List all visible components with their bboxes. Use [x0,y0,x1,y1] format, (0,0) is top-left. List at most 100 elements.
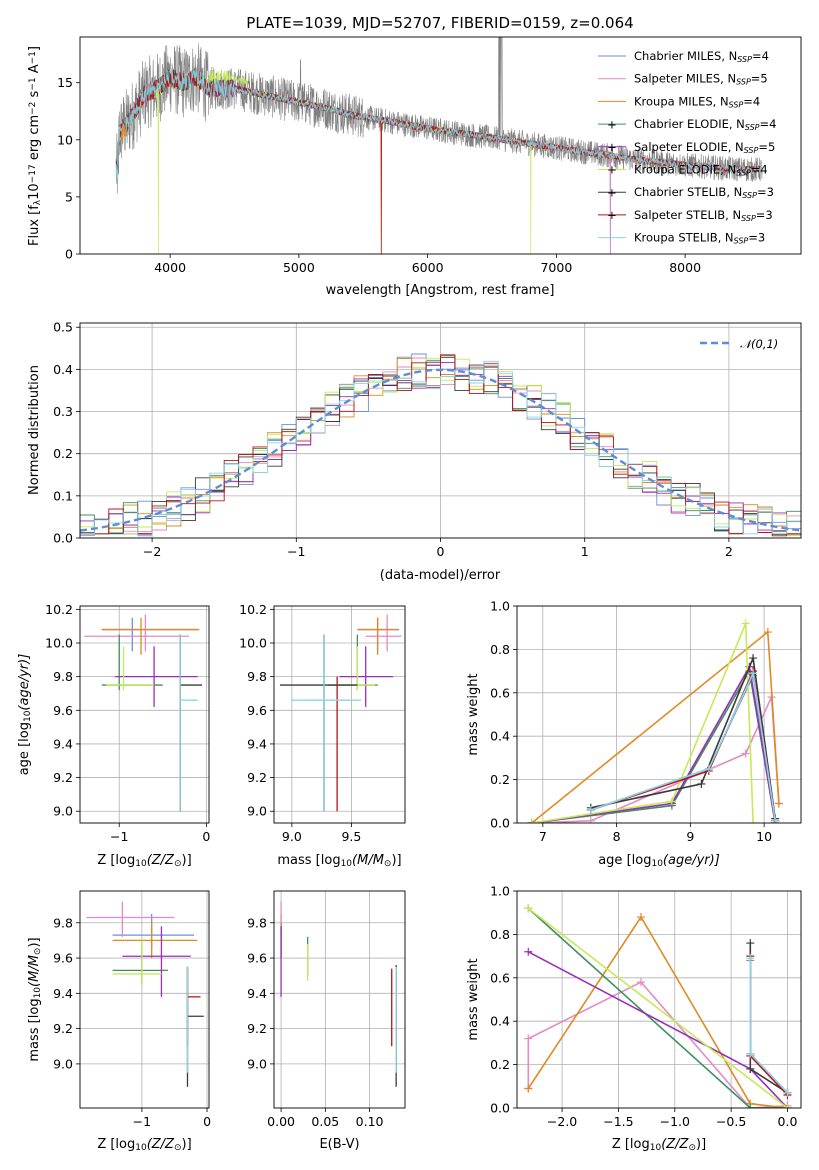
residuals-legend: 𝒩(0,1) [700,337,778,351]
series-marker [524,1084,533,1093]
weight-vs-age-series-kroupa_miles [527,628,783,823]
age-vs-mass-ytick-label: 9.4 [247,736,267,751]
legend-marker: + [607,208,617,222]
age-vs-Z-ylabel: age [log10(age/yr)] [17,654,33,776]
legend-label: Salpeter STELIB, NSSP=3 [634,208,773,223]
series-line [590,655,776,819]
mass-vs-Z-ytick-label: 9.4 [53,986,73,1001]
age-vs-mass-ytick-label: 10.2 [239,602,267,617]
legend-marker: + [607,117,617,131]
age-vs-mass-point-kroupa_miles [357,617,397,655]
mass-vs-Z-point-kroupa_elodie [112,940,162,985]
mass-vs-Z-frame [79,890,210,1109]
mass-vs-Z-ytick-label: 9.0 [53,1056,73,1071]
residuals-ytick-label: 0.1 [53,488,73,503]
mass-vs-Z-point-chabrier_miles [112,913,195,950]
mass-vs-EBV-plot-area [274,891,405,1108]
series-line [531,623,754,823]
weight-vs-age-xtick-label: 7 [539,829,547,844]
series-marker [527,819,536,823]
spectrum-xtick-label: 8000 [669,260,701,275]
legend-label: Salpeter ELODIE, NSSP=5 [634,140,775,155]
panel-mass-vs-EBV: 0.00 0.05 0.10 9.0 9.2 9.4 9.6 9.8 E(B-V) [247,890,406,1152]
mass-vs-Z-xtick-label: 0 [203,1114,211,1129]
age-vs-Z-ytick-label: 9.6 [53,703,73,718]
weight-vs-age-series-chabrier_elodie [527,667,780,823]
legend-label: Salpeter MILES, NSSP=5 [634,72,768,87]
age-vs-mass-ytick-label: 9.2 [247,770,267,785]
weight-vs-age-ytick-label: 0.2 [490,772,510,787]
residuals-xtick-label: −1 [287,544,305,559]
series-marker [746,1064,755,1073]
age-vs-mass-ytick-label: 9.6 [247,703,267,718]
weight-vs-Z-xtick-label: −1.5 [603,1114,633,1129]
weight-vs-Z-ytick-label: 1.0 [490,884,510,899]
age-vs-mass-xtick-label: 9.0 [282,829,302,844]
mass-vs-Z-ytick-label: 9.8 [53,915,73,930]
series-marker [783,1088,792,1097]
age-vs-Z-ytick-label: 9.0 [53,804,73,819]
series-marker [586,816,595,823]
panel-residuals: −2 −1 0 1 2 0.0 0.1 0.2 0.3 0.4 0.5 (data-model)/er… [27,320,802,583]
series-marker [524,947,533,956]
mass-vs-Z-point-salpeter_stelib [186,966,201,1047]
series-marker [783,1104,792,1108]
weight-vs-Z-ylabel: mass weight [466,958,481,1040]
spectrum-model-kroupa_elodie [118,68,538,254]
legend-marker: + [607,163,617,177]
series-line [527,981,788,1108]
series-marker [636,978,645,987]
residuals-xtick-label: 2 [725,544,733,559]
weight-vs-age-ytick-label: 0.8 [490,642,510,657]
mass-vs-Z-xtick-label: −1 [133,1114,151,1129]
weight-vs-age-xtick-label: 8 [613,829,621,844]
mass-vs-Z-ytick-label: 9.6 [53,951,73,966]
series-marker [586,805,595,814]
residuals-ytick-label: 0.5 [53,320,73,335]
spectrum-legend: Chabrier MILES, NSSP=4 Salpeter MILES, NS… [598,49,776,246]
age-vs-mass-ytick-label: 10.0 [239,636,267,651]
weight-vs-age-ylabel: mass weight [466,673,481,755]
spectrum-xlabel: wavelength [Angstrom, rest frame] [326,283,555,298]
series-marker [771,816,780,823]
legend-label: Chabrier ELODIE, NSSP=4 [634,117,776,132]
panel-mass-vs-Z: −1 0 9.0 9.2 9.4 9.6 9.8 Z [log10(Z/Z⊙)] mass [l… [27,890,211,1153]
residual-hist-salpeter_stelib [80,354,801,538]
age-vs-mass-xlabel: mass [log10(M/M⊙)] [277,853,401,869]
spectrum-ytick-label: 5 [65,189,73,204]
age-vs-mass-point-salpeter_elodie [339,646,394,707]
panel-weight-vs-age: 7 8 9 10 0.0 0.2 0.4 0.6 0.8 1.0 age [log10(age/yr… [466,599,802,869]
age-vs-mass-point-kroupa_elodie [333,646,376,691]
mass-vs-EBV-ytick-label: 9.6 [247,951,267,966]
spectrum-frame [79,36,802,255]
mass-vs-Z-point-kroupa_miles [112,922,198,959]
legend-item: Chabrier MILES, NSSP=4 [598,49,769,64]
age-vs-Z-point-salpeter_miles [84,614,189,652]
series-marker [741,619,750,628]
legend-label: Chabrier STELIB, NSSP=3 [634,185,774,200]
series-marker [741,749,750,758]
series-line [749,943,788,1094]
weight-vs-Z-series-salpeter_stelib [746,952,792,1099]
residuals-xtick-label: 1 [581,544,589,559]
residual-hist-kroupa_stelib [80,360,801,538]
mass-vs-EBV-ytick-label: 9.4 [247,986,267,1001]
spectrum-xtick-label: 4000 [154,260,186,275]
spectrum-model-kroupa_stelib [115,68,763,179]
legend-item: Kroupa MILES, NSSP=4 [598,94,760,109]
spectrum-ylabel: Flux [fλ10−17 erg cm−2 s−1 A−1] [27,46,43,246]
series-marker [524,1034,533,1043]
weight-vs-age-xtick-label: 10 [756,829,772,844]
legend-label: Kroupa ELODIE, NSSP=4 [634,163,768,178]
age-vs-mass-ytick-label: 9.0 [247,804,267,819]
series-line [590,670,776,821]
legend-marker: + [607,140,617,154]
spectrum-xtick-label: 7000 [540,260,572,275]
series-marker [636,913,645,922]
mass-vs-EBV-xlabel: E(B-V) [319,1137,359,1152]
age-vs-Z-point-salpeter_elodie [114,646,198,707]
series-line [527,915,788,1108]
weight-vs-Z-ytick-label: 0.8 [490,927,510,942]
age-vs-Z-ytick-label: 9.4 [53,736,73,751]
legend-marker: + [607,185,617,199]
